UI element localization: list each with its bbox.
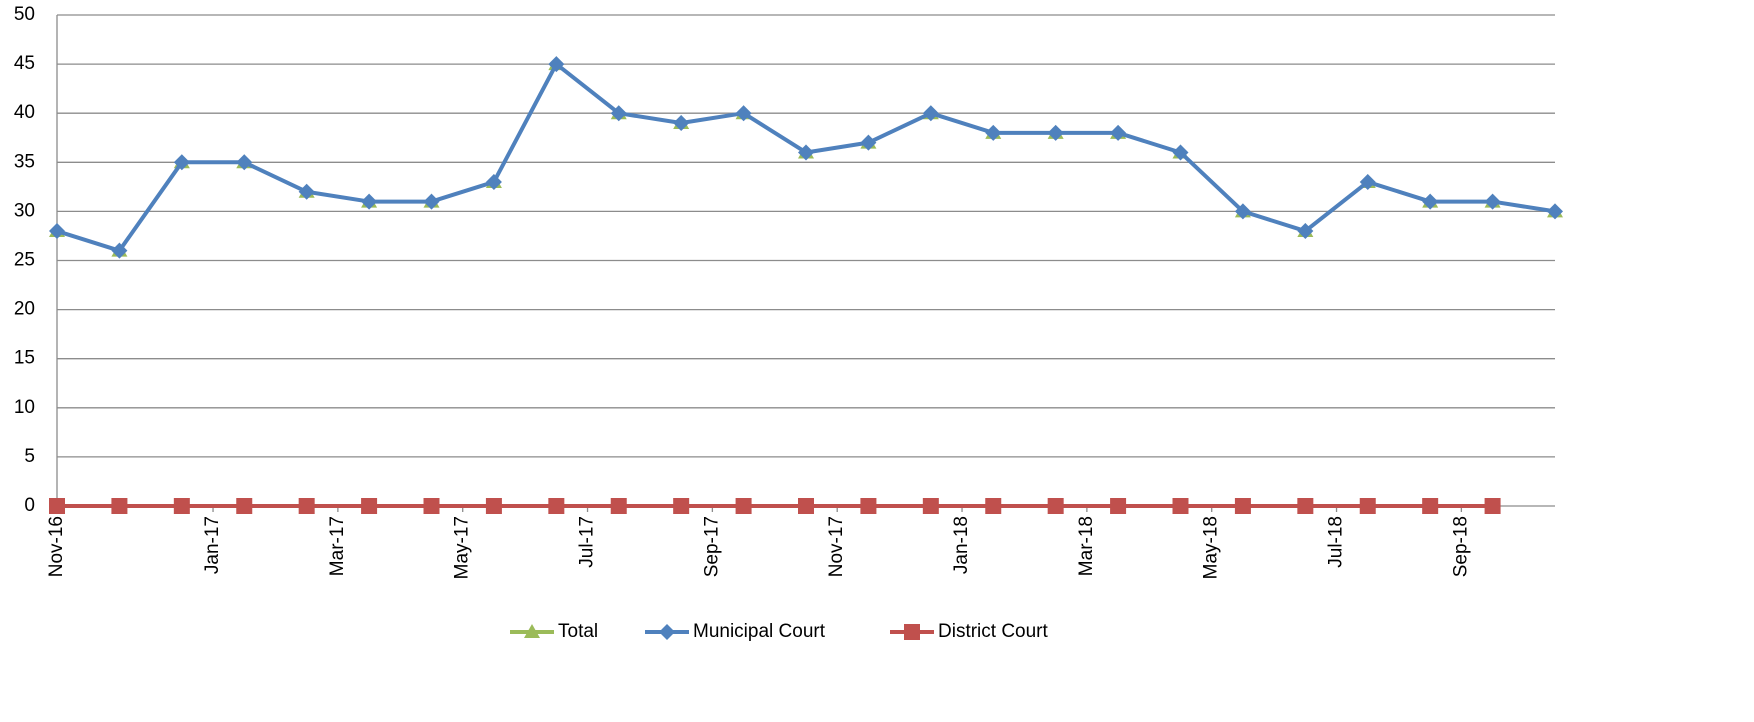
x-tick-label: Mar-18 [1076,516,1097,576]
data-point [1422,498,1439,514]
data-point [673,498,690,514]
data-point [673,115,690,132]
data-point [111,242,128,259]
x-tick-label: Jan-17 [202,516,223,574]
x-tick-label: Nov-17 [826,516,847,577]
data-point [1234,498,1251,514]
y-tick-label: 15 [14,348,35,369]
y-tick-label: 25 [14,250,35,271]
x-tick-label: Nov-16 [46,516,67,577]
data-point [1484,193,1501,210]
x-tick-label: Jan-18 [951,516,972,574]
y-tick-label: 10 [14,397,35,418]
data-point [1234,203,1251,220]
data-point [860,134,877,151]
data-point [49,498,65,514]
data-point [1110,498,1127,514]
legend-marker [524,624,540,638]
y-tick-label: 0 [24,495,35,516]
legend-marker [659,624,675,640]
data-point [1484,498,1501,514]
data-point [361,193,378,210]
data-point [1359,498,1376,514]
data-point [485,173,502,190]
data-point [860,498,877,514]
y-tick-label: 35 [14,151,35,172]
data-point [236,498,253,514]
y-tick-label: 5 [24,446,35,467]
data-point [1047,498,1064,514]
data-point [735,498,752,514]
data-point [1422,193,1439,210]
legend-label: Total [558,621,598,642]
x-tick-label: Mar-17 [327,516,348,576]
data-point [548,498,565,514]
data-point [922,498,939,514]
data-point [485,498,502,514]
data-point [798,144,814,161]
data-point [423,498,440,514]
x-tick-label: Jul-17 [577,516,598,568]
y-tick-label: 50 [14,4,35,25]
data-point [548,56,565,73]
data-point [1172,144,1189,161]
data-point [298,498,315,514]
data-point [1547,203,1563,220]
y-tick-label: 20 [14,299,35,320]
data-point [1359,173,1376,190]
data-point [1047,124,1064,141]
legend-label: Municipal Court [693,621,826,642]
data-point [735,105,752,122]
legend-marker [904,624,920,640]
data-point [298,183,315,200]
data-point [1110,124,1127,141]
y-tick-label: 45 [14,53,35,74]
data-point [1297,498,1314,514]
data-point [236,154,253,171]
data-point [423,193,440,210]
data-point [361,498,378,514]
data-point [985,124,1002,141]
data-point [985,498,1002,514]
legend-label: District Court [938,621,1049,642]
data-point [1172,498,1189,514]
y-tick-label: 40 [14,102,35,123]
data-point [1297,223,1314,240]
x-tick-label: May-17 [452,516,473,579]
x-tick-label: Sep-17 [701,516,722,577]
data-point [610,498,627,514]
x-tick-label: May-18 [1201,516,1222,579]
data-point [173,154,190,171]
data-point [610,105,627,122]
data-point [173,498,190,514]
data-point [922,105,939,122]
data-point [798,498,814,514]
x-tick-label: Sep-18 [1450,516,1471,577]
x-tick-label: Jul-18 [1326,516,1347,568]
data-point [49,223,65,240]
data-point [111,498,128,514]
y-tick-label: 30 [14,200,35,221]
